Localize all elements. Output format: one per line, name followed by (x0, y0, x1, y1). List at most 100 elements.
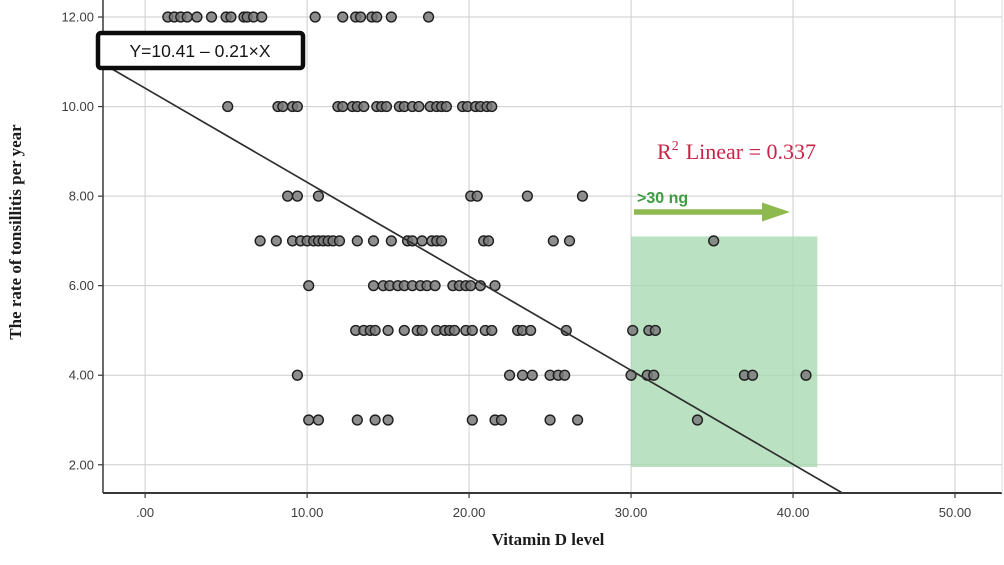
data-point (312, 190, 325, 202)
data-point (800, 369, 812, 381)
y-tick-label: 10.00 (61, 99, 94, 114)
x-tick-label: 40.00 (777, 505, 810, 520)
y-tick-label: 4.00 (69, 368, 94, 383)
equation-box: Y=10.41 – 0.21×X (95, 30, 306, 71)
data-point (525, 324, 537, 337)
data-point (708, 235, 720, 247)
data-point (369, 324, 381, 337)
data-point (312, 414, 325, 426)
data-point (429, 280, 441, 292)
data-point (354, 11, 367, 23)
data-point (440, 100, 453, 113)
data-point (291, 369, 303, 381)
y-tick-label: 2.00 (69, 457, 94, 472)
data-point (466, 324, 478, 337)
x-tick-label: 10.00 (291, 505, 324, 520)
r2-base: R (657, 139, 672, 164)
y-tick-label: 12.00 (61, 10, 94, 25)
data-point (309, 11, 321, 23)
y-axis-title: The rate of tonsillitis per year (6, 124, 25, 340)
data-point (382, 324, 394, 337)
scatter-points (162, 11, 812, 426)
data-point (380, 100, 393, 113)
y-tick-label: 6.00 (69, 278, 94, 293)
data-point (225, 11, 237, 23)
data-point (547, 235, 559, 247)
data-point (563, 235, 576, 247)
data-point (482, 235, 495, 247)
region-annotation: >30 ng (634, 190, 790, 222)
axes (98, 0, 1003, 498)
data-point (466, 414, 478, 426)
data-point (385, 235, 397, 247)
x-tick-label: 50.00 (939, 505, 972, 520)
data-point (254, 235, 266, 247)
data-point (486, 100, 498, 113)
region-arrowhead-icon (762, 202, 790, 222)
data-point (576, 190, 589, 202)
x-tick-label: 20.00 (453, 505, 486, 520)
equation-box-frame (95, 30, 306, 71)
equation-label: Y=10.41 – 0.21×X (129, 41, 270, 61)
data-point (277, 100, 289, 113)
data-point (398, 324, 410, 337)
data-point (416, 235, 428, 247)
data-point (270, 235, 282, 247)
data-point (422, 11, 435, 23)
x-tick-label: 30.00 (615, 505, 648, 520)
data-point (649, 324, 661, 337)
data-point (526, 369, 538, 381)
r2-annotation: R2 Linear = 0.337 (657, 139, 816, 164)
data-point (222, 100, 234, 113)
data-point (337, 11, 349, 23)
r2-superscript: 2 (672, 139, 679, 154)
data-point (181, 11, 193, 23)
region-label: >30 ng (637, 190, 688, 207)
data-point (746, 369, 759, 381)
data-point (544, 414, 556, 426)
data-point (503, 369, 516, 381)
data-point (358, 100, 370, 113)
data-point (471, 190, 483, 202)
data-point (416, 324, 428, 337)
data-point (303, 280, 315, 292)
data-point (291, 190, 303, 202)
data-point (495, 414, 508, 426)
data-point (486, 324, 498, 337)
data-point (282, 190, 294, 202)
data-point (303, 414, 315, 426)
x-axis-title: Vitamin D level (492, 530, 605, 549)
data-point (256, 11, 268, 23)
data-point (521, 190, 533, 202)
tick-labels: .00 10.00 20.00 30.00 40.00 50.00 2.00 4.00 6.00… (61, 10, 971, 520)
data-point (351, 235, 363, 247)
data-point (559, 369, 571, 381)
data-point (648, 369, 660, 381)
data-point (516, 369, 529, 381)
data-point (448, 324, 461, 337)
data-point (413, 100, 425, 113)
data-point (351, 414, 363, 426)
data-point (627, 324, 639, 337)
data-point (382, 414, 394, 426)
data-point (465, 280, 477, 292)
regression-line (102, 63, 843, 494)
data-point (369, 414, 381, 426)
data-point (337, 100, 349, 113)
x-tick-label: .00 (136, 505, 154, 520)
data-point (333, 235, 346, 247)
data-point (691, 414, 704, 426)
data-point (291, 100, 303, 113)
data-point (385, 11, 397, 23)
data-point (572, 414, 584, 426)
data-point (435, 235, 448, 247)
data-point (191, 11, 203, 23)
r2-value: Linear = 0.337 (686, 139, 816, 164)
data-point (205, 11, 218, 23)
highlight-region (631, 236, 818, 468)
y-tick-label: 8.00 (69, 189, 94, 204)
data-point (367, 235, 380, 247)
data-point (367, 280, 380, 292)
